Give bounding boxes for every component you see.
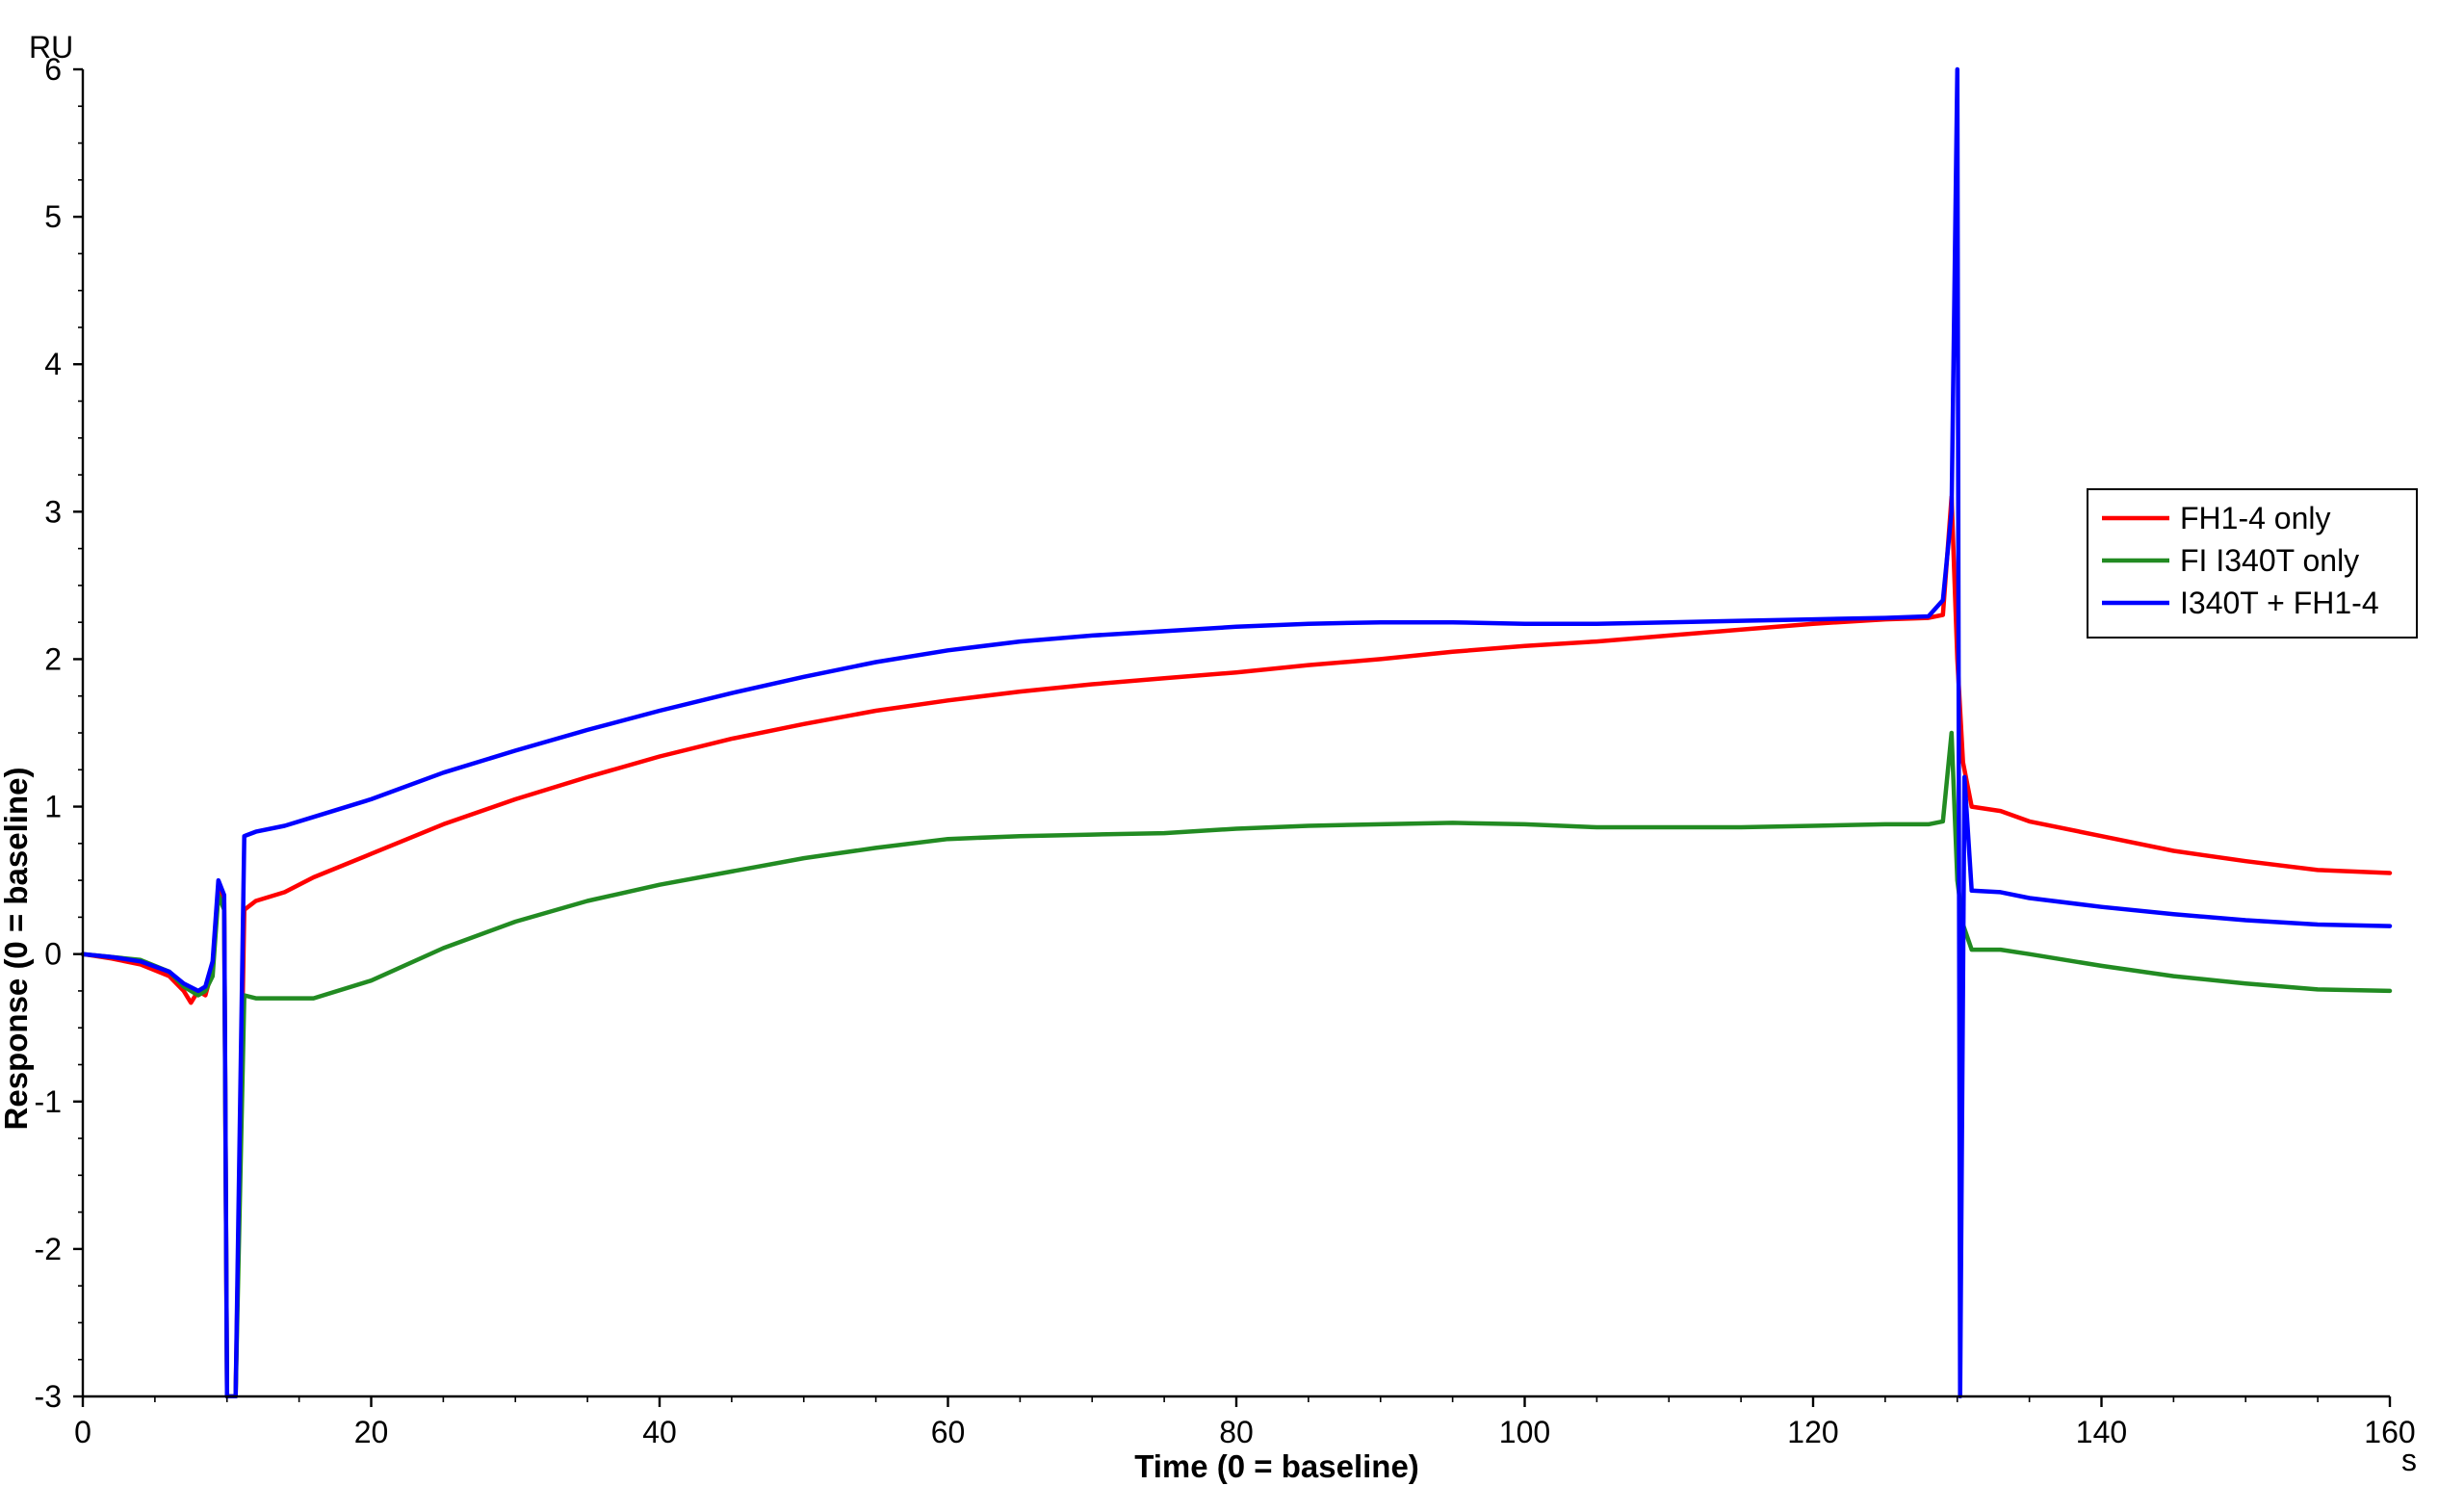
- y-tick-label: -1: [35, 1084, 62, 1119]
- x-unit-label: s: [2401, 1443, 2417, 1477]
- x-tick-label: 60: [931, 1415, 966, 1449]
- x-tick-label: 120: [1787, 1415, 1838, 1449]
- y-tick-label: 2: [44, 641, 62, 676]
- x-tick-label: 80: [1219, 1415, 1254, 1449]
- legend-label: FH1-4 only: [2180, 501, 2331, 535]
- y-axis-title: Response (0 = baseline): [0, 768, 34, 1131]
- y-tick-label: -3: [35, 1379, 62, 1414]
- legend-label: I340T + FH1-4: [2180, 586, 2379, 620]
- legend-label: FI I340T only: [2180, 543, 2359, 578]
- x-tick-label: 160: [2364, 1415, 2415, 1449]
- y-tick-label: 6: [44, 52, 62, 87]
- x-tick-label: 40: [642, 1415, 677, 1449]
- x-tick-label: 20: [354, 1415, 389, 1449]
- y-tick-label: 3: [44, 494, 62, 529]
- y-unit-label: RU: [29, 30, 73, 65]
- y-axis-ticks: -3 -2 -1 0 1 2 3 4 5 6: [35, 52, 83, 1414]
- y-tick-label: 4: [44, 347, 62, 381]
- series-line-3: [81, 66, 2393, 1398]
- x-axis-title: Time (0 = baseline): [1134, 1448, 1419, 1484]
- x-axis-ticks: 0 20 40 60 80 100 120 140 160: [74, 1396, 2416, 1449]
- x-tick-label: 140: [2076, 1415, 2127, 1449]
- y-tick-label: 1: [44, 790, 62, 824]
- series-layer: [81, 66, 2393, 1398]
- series-line-1: [81, 494, 2393, 1398]
- x-tick-label: 0: [74, 1415, 91, 1449]
- legend: FH1-4 only FI I340T only I340T + FH1-4: [2087, 488, 2418, 639]
- y-tick-label: -2: [35, 1232, 62, 1266]
- y-tick-label: 5: [44, 199, 62, 234]
- x-tick-label: 100: [1499, 1415, 1550, 1449]
- legend-box: [2087, 488, 2418, 639]
- y-tick-label: 0: [44, 937, 62, 972]
